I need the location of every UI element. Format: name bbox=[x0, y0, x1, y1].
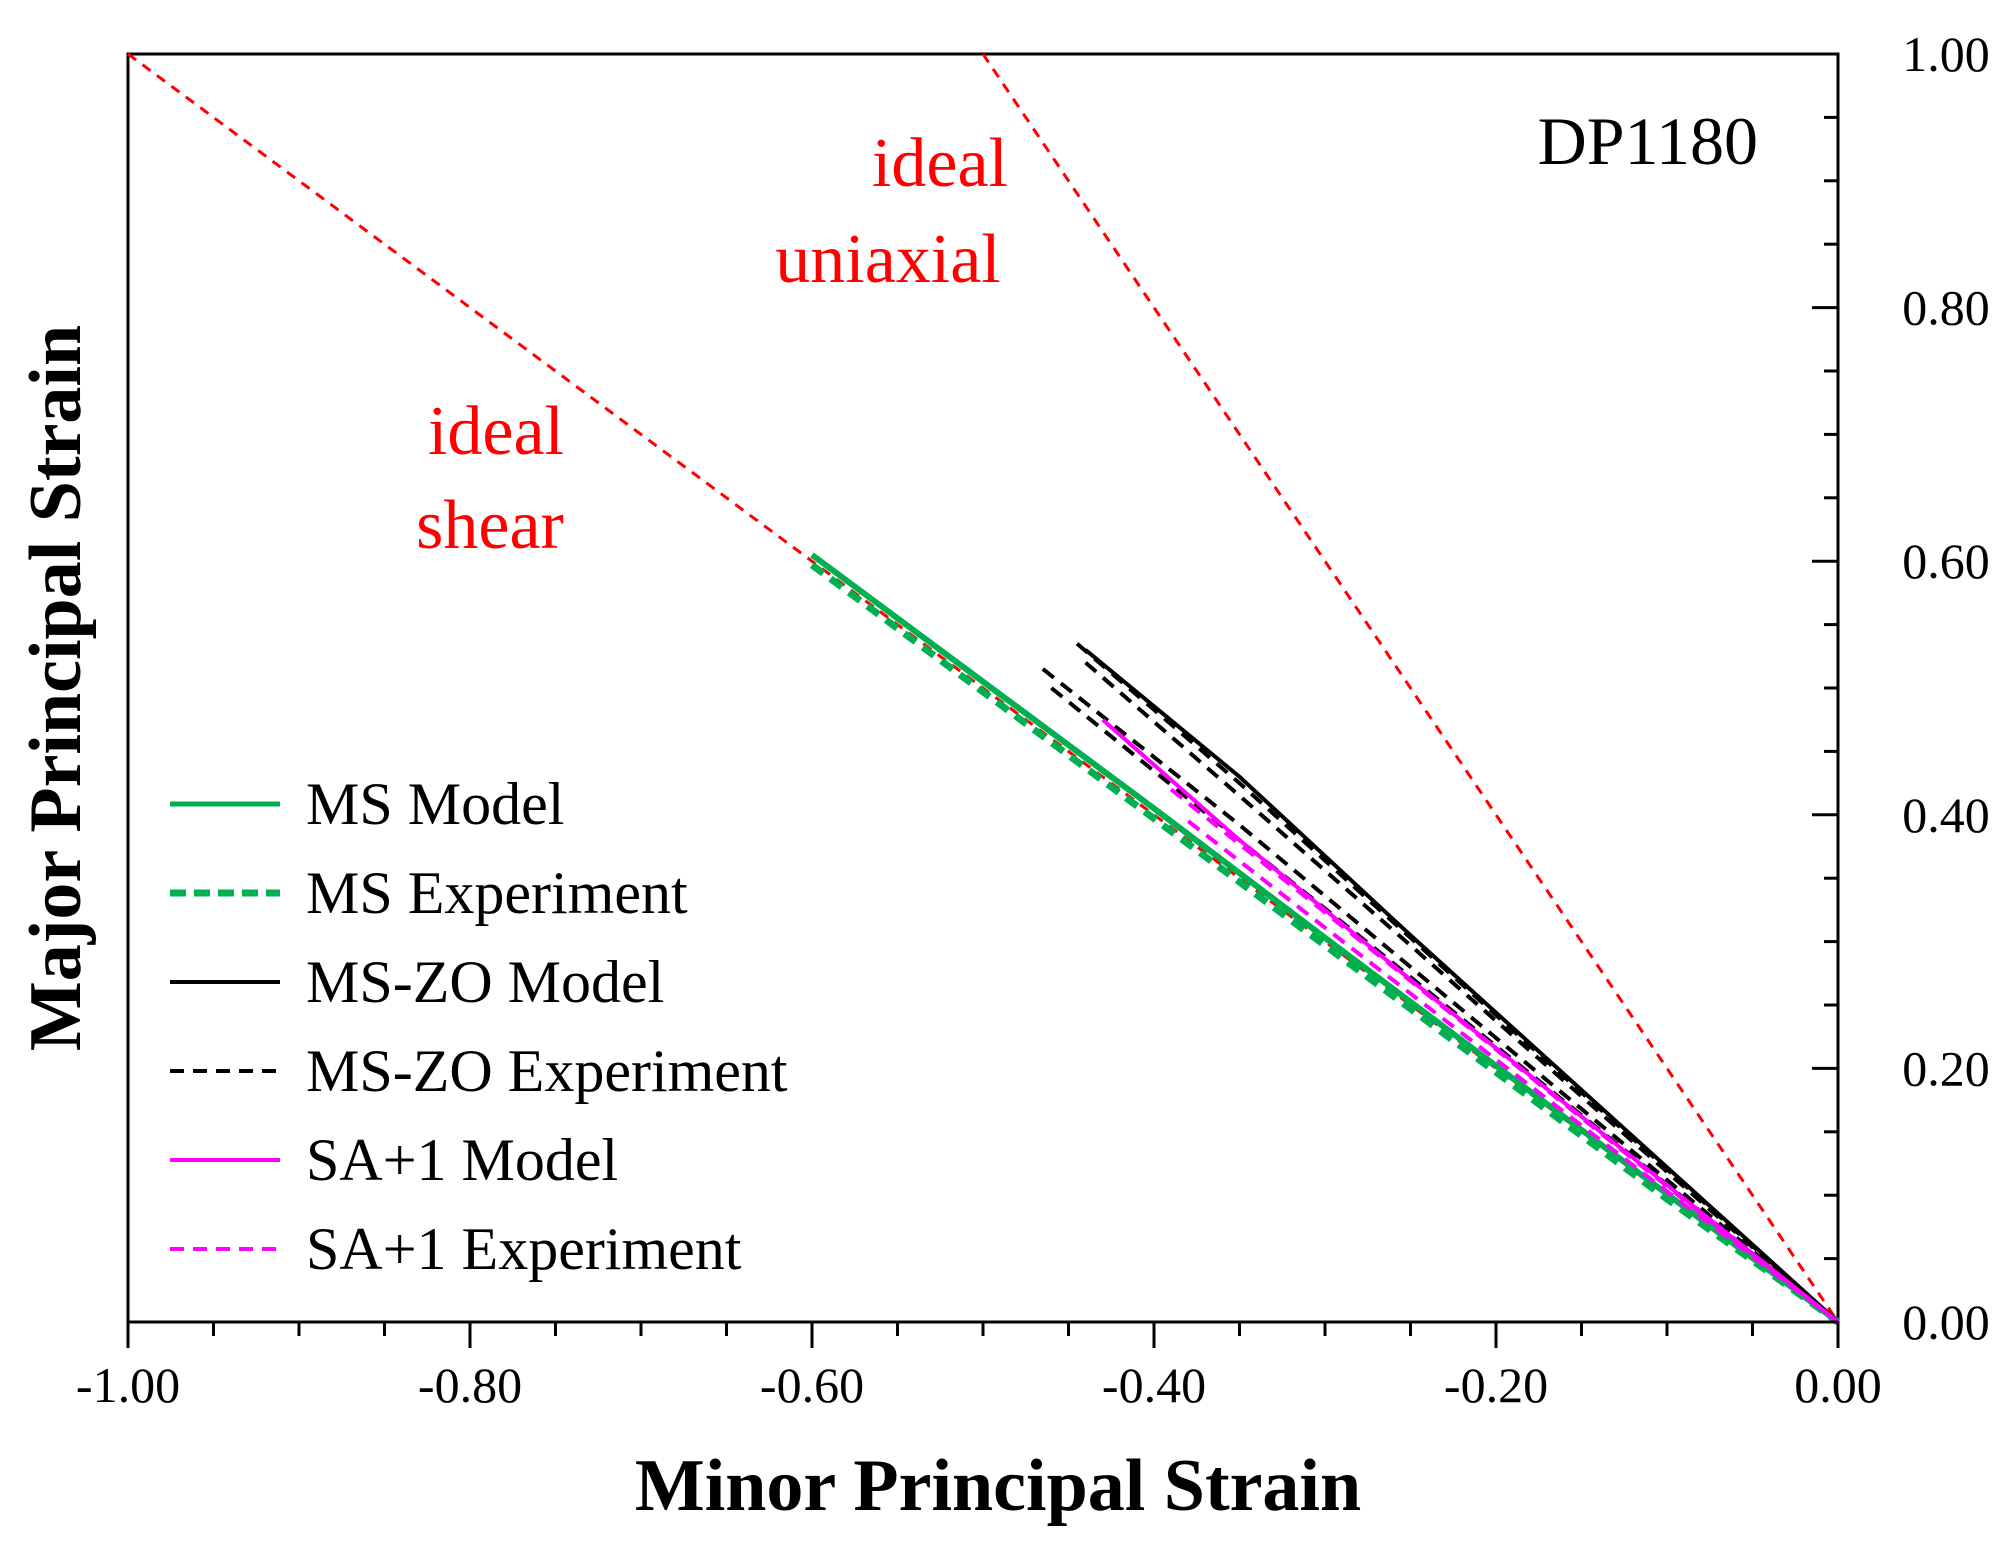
annotation-ideal-uniaxial-line1: ideal bbox=[872, 125, 1008, 202]
x-tick-label-4: -0.20 bbox=[1444, 1357, 1548, 1413]
x-tick-label-2: -0.60 bbox=[760, 1357, 864, 1413]
series-sa-1-experiment-2 bbox=[1186, 819, 1840, 1324]
y-tick-label-0: 0.00 bbox=[1902, 1294, 1990, 1350]
reference-line-ideal-uniaxial bbox=[981, 53, 1840, 1323]
x-tick-label-0: -1.00 bbox=[76, 1357, 180, 1413]
y-tick-label-1: 0.20 bbox=[1902, 1040, 1990, 1096]
legend: MS Model MS Experiment MS-ZO Model MS-ZO Ex… bbox=[170, 771, 788, 1282]
series-lines bbox=[809, 552, 1841, 1325]
series-ms-experiment bbox=[809, 562, 1841, 1325]
legend-label-ms-zo-model: MS-ZO Model bbox=[306, 949, 664, 1015]
y-axis-title: Major Principal Strain bbox=[15, 325, 97, 1051]
series-sa-1-experiment bbox=[1169, 787, 1840, 1324]
x-tick-label-5: 0.00 bbox=[1794, 1357, 1882, 1413]
series-ms-model bbox=[810, 552, 1840, 1325]
y-axis-ticks: 0.00 0.20 0.40 0.60 0.80 1.00 bbox=[1812, 26, 1990, 1350]
legend-label-ms-experiment: MS Experiment bbox=[306, 860, 688, 926]
y-tick-label-2: 0.40 bbox=[1902, 787, 1990, 843]
annotation-ideal-uniaxial-line2: uniaxial bbox=[775, 221, 1000, 298]
series-ms-zo-experiment-3 bbox=[1041, 667, 1840, 1324]
y-tick-label-4: 0.80 bbox=[1902, 280, 1990, 336]
series-ms-zo-experiment-2 bbox=[1084, 661, 1840, 1324]
legend-label-ms-zo-experiment: MS-ZO Experiment bbox=[306, 1038, 788, 1104]
x-tick-label-3: -0.40 bbox=[1102, 1357, 1206, 1413]
x-axis-ticks: -1.00 -0.80 -0.60 -0.40 -0.20 0.00 bbox=[76, 1322, 1882, 1413]
material-label: DP1180 bbox=[1538, 103, 1758, 179]
annotation-ideal-shear-line2: shear bbox=[416, 487, 564, 564]
y-tick-label-3: 0.60 bbox=[1902, 533, 1990, 589]
x-tick-label-1: -0.80 bbox=[418, 1357, 522, 1413]
y-tick-label-5: 1.00 bbox=[1902, 26, 1990, 82]
x-axis-title: Minor Principal Strain bbox=[635, 1445, 1361, 1527]
legend-label-sa-1-model: SA+1 Model bbox=[306, 1127, 618, 1193]
series-sa-1-model bbox=[1101, 718, 1840, 1324]
legend-label-sa-1-experiment: SA+1 Experiment bbox=[306, 1216, 742, 1282]
annotation-ideal-shear-line1: ideal bbox=[428, 393, 564, 470]
legend-label-ms-model: MS Model bbox=[306, 771, 564, 837]
